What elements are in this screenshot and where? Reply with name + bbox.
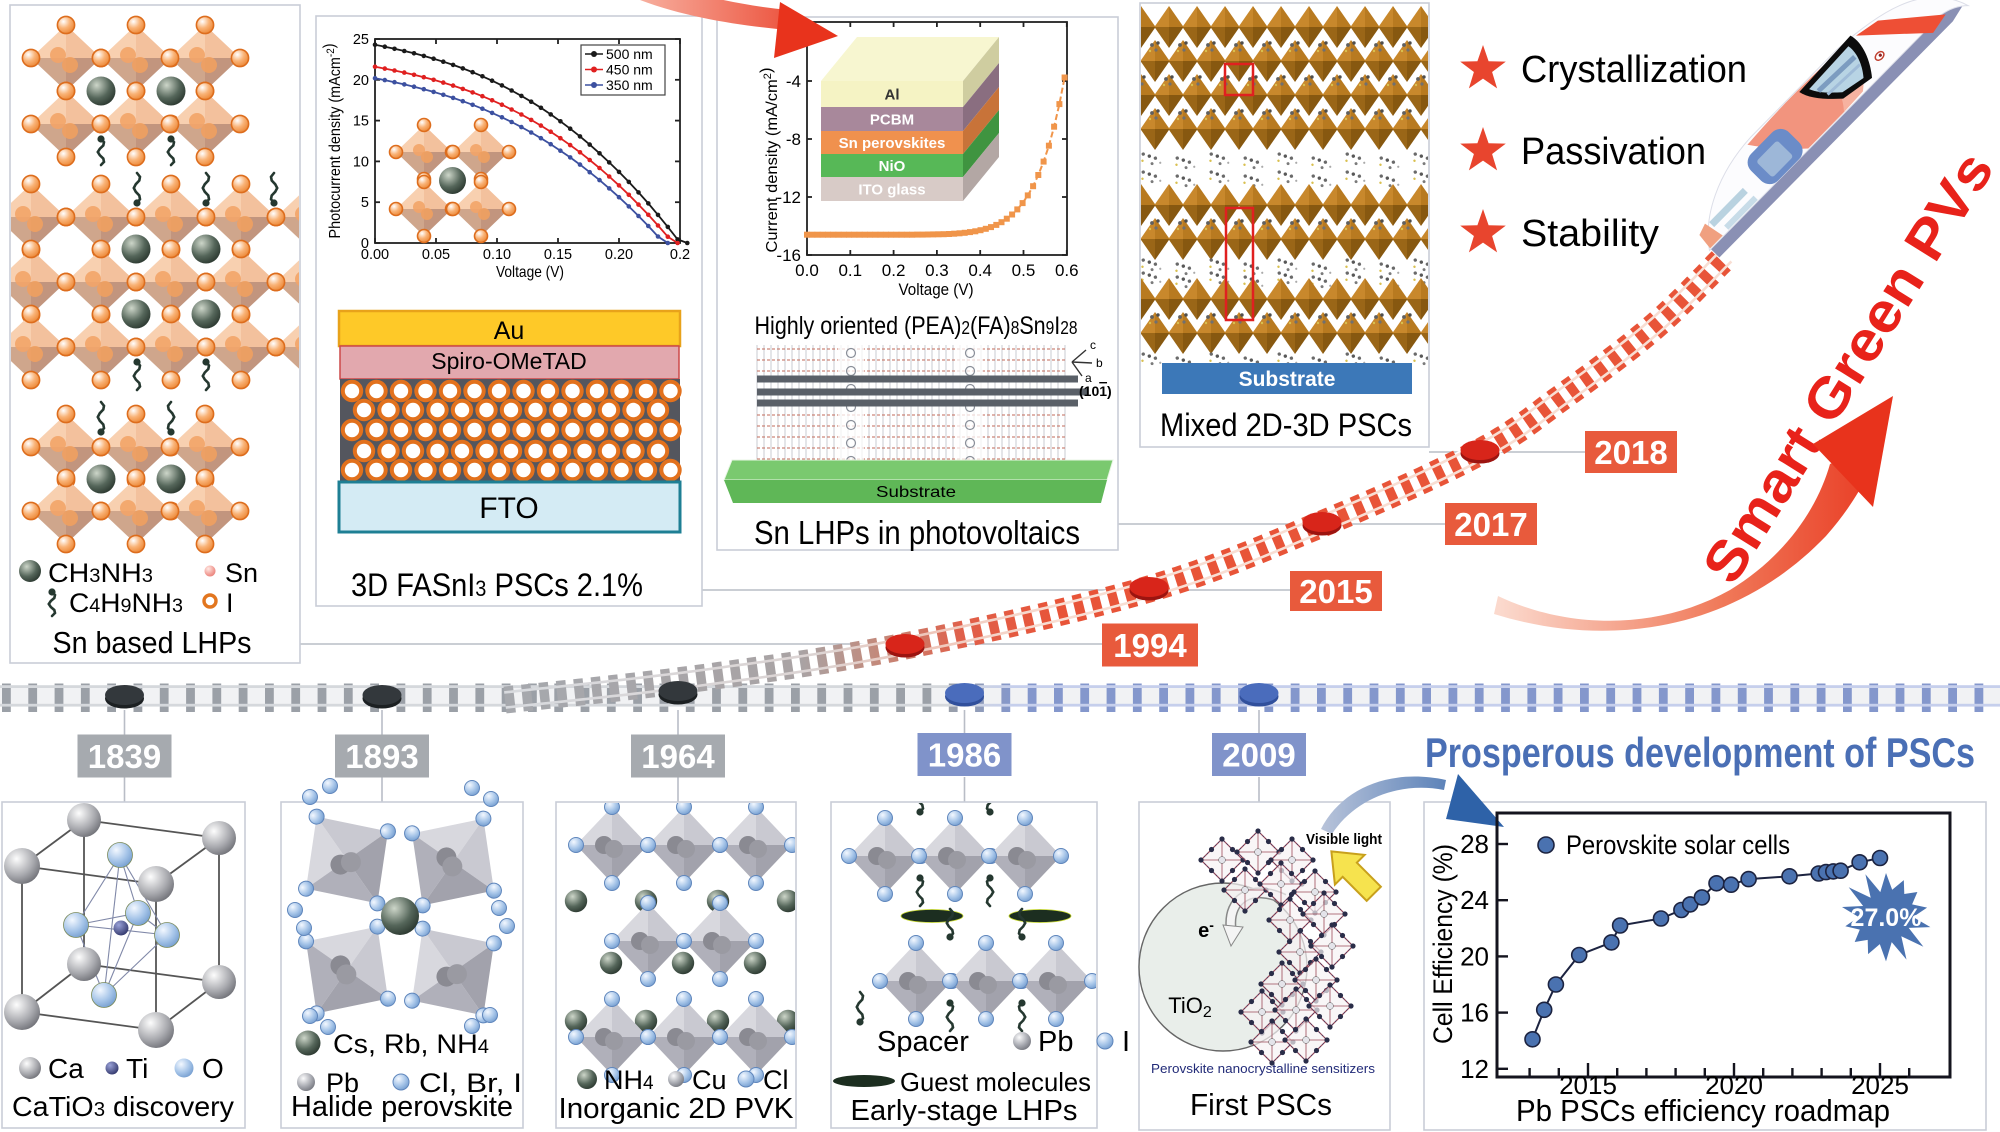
- svg-text:O: O: [202, 1053, 224, 1084]
- svg-text:27.0%: 27.0%: [1851, 904, 1922, 932]
- svg-text:Voltage (V): Voltage (V): [899, 280, 974, 299]
- svg-text:1964: 1964: [641, 738, 715, 775]
- svg-text:Cl: Cl: [763, 1065, 789, 1095]
- svg-text:0.2: 0.2: [670, 247, 690, 263]
- svg-text:Perovskite nanocrystalline sen: Perovskite nanocrystalline sensitizers: [1151, 1061, 1376, 1076]
- svg-text:Passivation: Passivation: [1521, 131, 1706, 173]
- svg-text:Substrate: Substrate: [876, 484, 956, 501]
- svg-text:25: 25: [353, 32, 369, 48]
- svg-text:Photocurrent density (mAcm-2): Photocurrent density (mAcm-2): [321, 44, 344, 239]
- svg-text:(101): (101): [1079, 383, 1112, 399]
- svg-text:2015: 2015: [1299, 573, 1372, 610]
- svg-text:FTO: FTO: [479, 492, 538, 525]
- svg-text:2009: 2009: [1222, 736, 1295, 773]
- svg-text:0: 0: [361, 236, 369, 252]
- svg-text:16: 16: [1460, 998, 1489, 1028]
- svg-text:Visible light: Visible light: [1306, 832, 1382, 848]
- svg-text:5: 5: [361, 195, 369, 211]
- svg-text:350 nm: 350 nm: [606, 77, 653, 93]
- svg-text:Spiro-OMeTAD: Spiro-OMeTAD: [431, 348, 587, 374]
- svg-text:2018: 2018: [1594, 434, 1667, 471]
- svg-text:Ti: Ti: [126, 1053, 148, 1084]
- svg-text:Prosperous development of PSCs: Prosperous development of PSCs: [1425, 729, 1975, 776]
- svg-text:500 nm: 500 nm: [606, 46, 653, 62]
- svg-text:I: I: [1122, 1026, 1130, 1058]
- svg-text:-16: -16: [776, 246, 801, 265]
- svg-text:Perovskite solar cells: Perovskite solar cells: [1566, 830, 1790, 860]
- svg-text:First PSCs: First PSCs: [1190, 1087, 1332, 1122]
- svg-text:Sn based LHPs: Sn based LHPs: [53, 625, 252, 660]
- svg-text:0.6: 0.6: [1055, 261, 1079, 280]
- svg-text:2020: 2020: [1705, 1070, 1763, 1100]
- svg-text:Crystallization: Crystallization: [1521, 49, 1747, 91]
- svg-text:12: 12: [1460, 1054, 1489, 1084]
- svg-text:1893: 1893: [345, 738, 418, 775]
- svg-text:Mixed 2D-3D PSCs: Mixed 2D-3D PSCs: [1160, 407, 1412, 443]
- svg-text:2017: 2017: [1454, 506, 1527, 543]
- svg-text:I: I: [226, 588, 234, 618]
- svg-text:0.0: 0.0: [795, 261, 819, 280]
- svg-text:2015: 2015: [1559, 1070, 1617, 1100]
- svg-text:0.4: 0.4: [968, 261, 992, 280]
- svg-text:0.5: 0.5: [1012, 261, 1036, 280]
- svg-text:0.1: 0.1: [838, 261, 862, 280]
- svg-text:-12: -12: [776, 188, 801, 207]
- svg-text:10: 10: [353, 154, 369, 170]
- svg-text:0.10: 0.10: [483, 247, 511, 263]
- svg-text:-4: -4: [786, 72, 801, 91]
- svg-text:20: 20: [353, 73, 369, 89]
- svg-text:Voltage (V): Voltage (V): [496, 264, 564, 281]
- svg-text:Cu: Cu: [692, 1065, 727, 1095]
- svg-text:Pb PSCs efficiency roadmap: Pb PSCs efficiency roadmap: [1516, 1093, 1890, 1128]
- svg-text:15: 15: [353, 114, 369, 130]
- svg-text:0.2: 0.2: [882, 261, 906, 280]
- svg-text:Sn perovskites: Sn perovskites: [839, 135, 946, 152]
- svg-text:Inorganic 2D PVK: Inorganic 2D PVK: [559, 1093, 795, 1125]
- svg-text:28: 28: [1460, 829, 1489, 859]
- svg-text:0.20: 0.20: [605, 247, 633, 263]
- svg-text:Cl, Br, I: Cl, Br, I: [419, 1068, 522, 1098]
- svg-text:Cs, Rb, NH4: Cs, Rb, NH 4: [333, 1029, 489, 1059]
- svg-text:Stability: Stability: [1521, 213, 1659, 255]
- svg-text:ITO glass: ITO glass: [858, 182, 925, 199]
- svg-text:a: a: [1085, 371, 1092, 385]
- svg-text:Halide perovskite: Halide perovskite: [291, 1091, 513, 1123]
- svg-text:-8: -8: [786, 130, 801, 149]
- svg-text:24: 24: [1460, 885, 1489, 915]
- svg-text:Sn: Sn: [225, 558, 258, 588]
- svg-text:3D FASnI3 PSCs 2.1%: 3D FASnI3 PSCs 2.1%: [351, 567, 643, 603]
- svg-text:NiO: NiO: [879, 158, 906, 175]
- svg-text:0.3: 0.3: [925, 261, 949, 280]
- svg-text:CaTiO3 discovery: CaTiO3 discovery: [12, 1091, 234, 1122]
- svg-text:Early-stage LHPs: Early-stage LHPs: [851, 1095, 1078, 1127]
- svg-text:20: 20: [1460, 941, 1489, 971]
- svg-text:2025: 2025: [1851, 1070, 1909, 1100]
- svg-text:Cell Efficiency (%): Cell Efficiency (%): [1428, 844, 1458, 1044]
- svg-text:Al: Al: [885, 87, 900, 104]
- svg-text:Pb: Pb: [1038, 1026, 1073, 1058]
- svg-text:Au: Au: [494, 317, 525, 345]
- svg-text:Current density (mA/cm2): Current density (mA/cm2): [758, 68, 781, 253]
- svg-text:Spacer: Spacer: [877, 1026, 969, 1058]
- svg-text:1986: 1986: [928, 736, 1001, 773]
- svg-text:0.05: 0.05: [422, 247, 450, 263]
- svg-text:Highly oriented (PEA)2(FA)8Sn9: Highly oriented (PEA)2(FA)8Sn9I28: [755, 312, 1078, 340]
- svg-text:Substrate: Substrate: [1239, 368, 1336, 391]
- svg-text:Pb: Pb: [326, 1068, 359, 1098]
- svg-text:Ca: Ca: [48, 1053, 84, 1084]
- svg-text:PCBM: PCBM: [870, 112, 914, 129]
- svg-text:450 nm: 450 nm: [606, 62, 653, 78]
- svg-text:Guest molecules: Guest molecules: [900, 1067, 1091, 1097]
- svg-text:Sn LHPs in photovoltaics: Sn LHPs in photovoltaics: [754, 514, 1080, 551]
- svg-text:1839: 1839: [88, 738, 161, 775]
- svg-text:0.15: 0.15: [544, 247, 572, 263]
- svg-text:0.00: 0.00: [361, 247, 389, 263]
- svg-text:c: c: [1090, 338, 1096, 352]
- svg-text:1994: 1994: [1113, 627, 1187, 664]
- svg-text:b: b: [1096, 356, 1103, 370]
